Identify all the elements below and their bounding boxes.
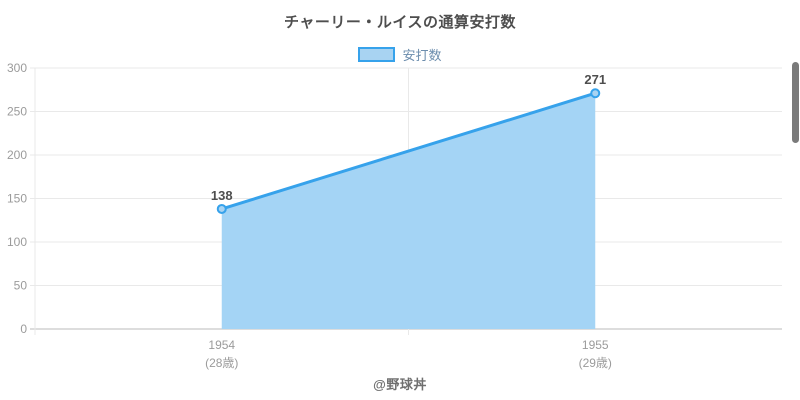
legend-swatch-icon: [358, 47, 396, 62]
y-tick-label: 200: [7, 148, 27, 162]
scrollbar-thumb[interactable]: [792, 62, 799, 143]
legend-label: 安打数: [402, 48, 442, 63]
data-point[interactable]: [590, 88, 601, 99]
x-tick-label: 1954: [208, 338, 235, 352]
chart-title: チャーリー・ルイスの通算安打数: [284, 14, 516, 31]
y-tick-label: 300: [7, 61, 27, 75]
legend-item[interactable]: 安打数: [0, 45, 800, 64]
y-tick-label: 150: [7, 192, 27, 206]
x-tick-sublabel: (28歳): [205, 356, 238, 370]
data-point-label: 271: [584, 72, 606, 87]
area-fill: [221, 93, 596, 329]
chart-footer: @野球丼: [373, 377, 427, 392]
y-tick-label: 250: [7, 105, 27, 119]
x-tick-label: 1955: [582, 338, 609, 352]
y-tick-label: 100: [7, 235, 27, 249]
data-line: [220, 91, 597, 211]
data-point-label: 138: [211, 188, 233, 203]
y-tick-label: 50: [14, 279, 28, 293]
data-point[interactable]: [216, 203, 227, 214]
x-tick-sublabel: (29歳): [579, 356, 612, 370]
y-tick-label: 0: [20, 322, 27, 336]
